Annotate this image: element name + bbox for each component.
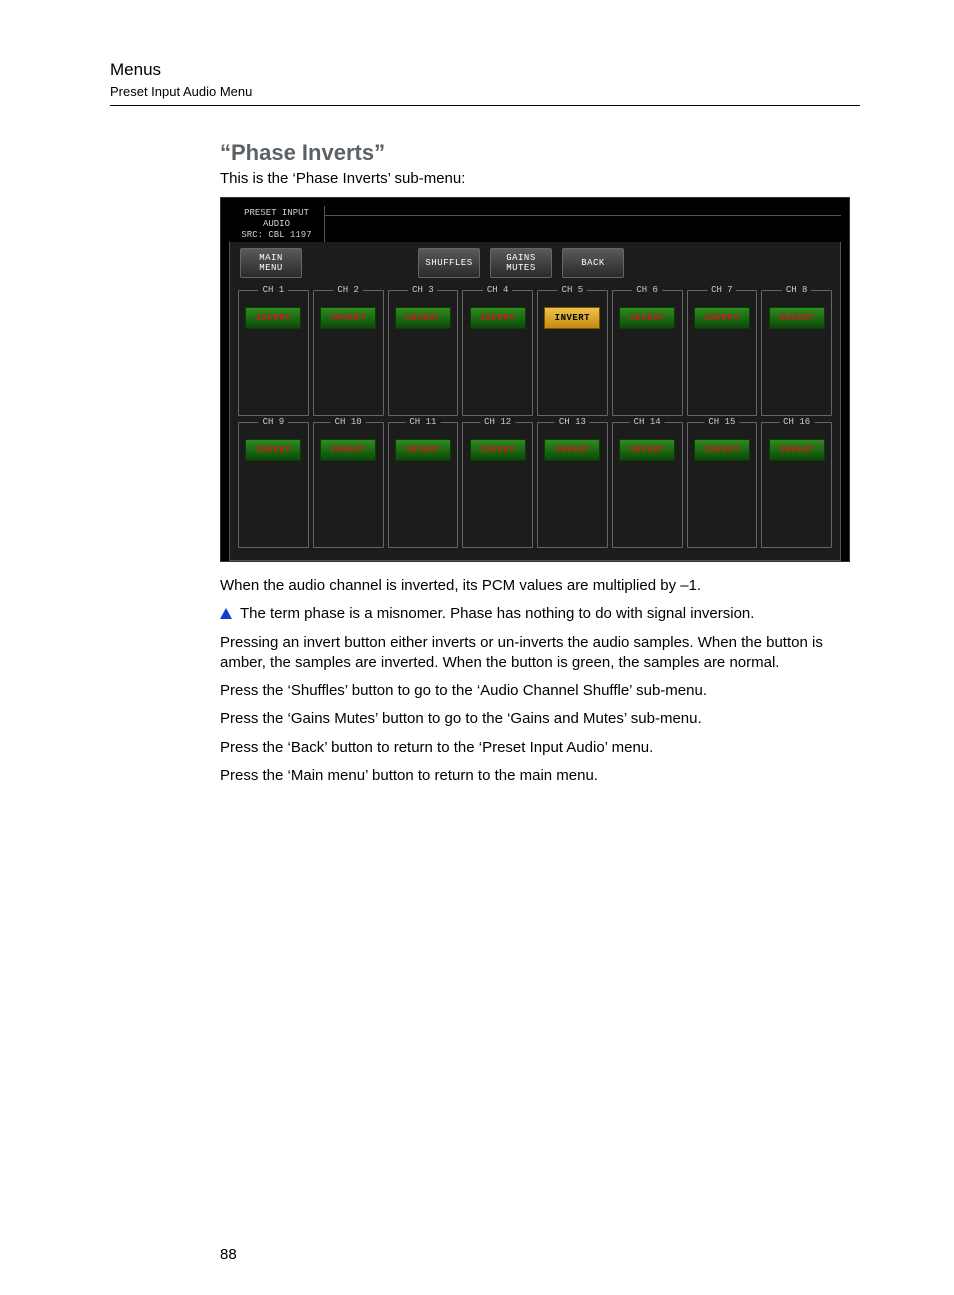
invert-button-label: INVERT [480, 313, 515, 323]
invert-button[interactable]: INVERT [245, 439, 301, 461]
channel-box: CH 4INVERT [462, 290, 533, 416]
invert-button-label: INVERT [405, 445, 440, 455]
channel-label: CH 3 [408, 285, 438, 295]
header-rule [110, 105, 860, 106]
channel-box: CH 14INVERT [612, 422, 683, 548]
channel-box: CH 10INVERT [313, 422, 384, 548]
channel-label: CH 2 [333, 285, 363, 295]
channel-label: CH 13 [555, 417, 590, 427]
channel-row-2: CH 9INVERTCH 10INVERTCH 11INVERTCH 12INV… [236, 422, 834, 554]
invert-button[interactable]: INVERT [245, 307, 301, 329]
invert-button[interactable]: INVERT [470, 307, 526, 329]
invert-button-label: INVERT [330, 445, 365, 455]
channel-box: CH 12INVERT [462, 422, 533, 548]
button-label: BACK [581, 258, 605, 268]
channel-box: CH 16INVERT [761, 422, 832, 548]
channel-label: CH 4 [483, 285, 513, 295]
shuffles-button[interactable]: SHUFFLES [418, 248, 480, 278]
invert-button[interactable]: INVERT [619, 307, 675, 329]
invert-button-label: INVERT [330, 313, 365, 323]
invert-button[interactable]: INVERT [320, 307, 376, 329]
channel-box: CH 11INVERT [388, 422, 459, 548]
invert-button-label: INVERT [629, 445, 664, 455]
button-label: GAINSMUTES [506, 253, 536, 273]
channel-box: CH 7INVERT [687, 290, 758, 416]
ui-screenshot: PRESET INPUT AUDIO SRC: CBL 1197 MAINMEN… [220, 197, 850, 562]
paragraph: When the audio channel is inverted, its … [220, 576, 860, 596]
invert-button-label: INVERT [779, 445, 814, 455]
invert-button-label: INVERT [256, 313, 291, 323]
channel-label: CH 6 [632, 285, 662, 295]
breadcrumb-line: SRC: CBL 1197 [233, 230, 320, 241]
invert-button[interactable]: INVERT [619, 439, 675, 461]
channel-box: CH 8INVERT [761, 290, 832, 416]
invert-button[interactable]: INVERT [694, 439, 750, 461]
main-menu-button[interactable]: MAINMENU [240, 248, 302, 278]
page-number: 88 [220, 1246, 237, 1263]
back-button[interactable]: BACK [562, 248, 624, 278]
invert-button-label: INVERT [480, 445, 515, 455]
note-icon [220, 608, 232, 619]
breadcrumb-line: AUDIO [233, 219, 320, 230]
button-label: MAINMENU [259, 253, 283, 273]
paragraph: Press the ‘Gains Mutes’ button to go to … [220, 709, 860, 729]
invert-button-label: INVERT [704, 313, 739, 323]
invert-button-label: INVERT [779, 313, 814, 323]
channel-row-1: CH 1INVERTCH 2INVERTCH 3INVERTCH 4INVERT… [236, 290, 834, 422]
invert-button-label: INVERT [704, 445, 739, 455]
channel-box: CH 15INVERT [687, 422, 758, 548]
channel-box: CH 5INVERT [537, 290, 608, 416]
button-label: SHUFFLES [425, 258, 472, 268]
paragraph: Pressing an invert button either inverts… [220, 633, 860, 674]
channel-box: CH 1INVERT [238, 290, 309, 416]
channel-box: CH 2INVERT [313, 290, 384, 416]
breadcrumb-line: PRESET INPUT [233, 208, 320, 219]
channel-label: CH 11 [405, 417, 440, 427]
invert-button[interactable]: INVERT [769, 439, 825, 461]
invert-button-label: INVERT [405, 313, 440, 323]
invert-button-label: INVERT [555, 313, 590, 323]
invert-button[interactable]: INVERT [544, 307, 600, 329]
note-row: The term phase is a misnomer. Phase has … [220, 604, 860, 624]
channel-label: CH 8 [782, 285, 812, 295]
channel-label: CH 7 [707, 285, 737, 295]
invert-button[interactable]: INVERT [544, 439, 600, 461]
invert-button[interactable]: INVERT [769, 307, 825, 329]
note-text: The term phase is a misnomer. Phase has … [240, 604, 754, 624]
channel-label: CH 9 [259, 417, 289, 427]
channel-label: CH 16 [779, 417, 814, 427]
header-title: Menus [110, 60, 860, 80]
invert-button[interactable]: INVERT [694, 307, 750, 329]
section-title: “Phase Inverts” [220, 140, 860, 166]
channel-label: CH 14 [630, 417, 665, 427]
invert-button[interactable]: INVERT [320, 439, 376, 461]
breadcrumb: PRESET INPUT AUDIO SRC: CBL 1197 [229, 206, 325, 242]
channel-label: CH 12 [480, 417, 515, 427]
invert-button[interactable]: INVERT [395, 439, 451, 461]
gains-mutes-button[interactable]: GAINSMUTES [490, 248, 552, 278]
invert-button-label: INVERT [256, 445, 291, 455]
paragraph: Press the ‘Back’ button to return to the… [220, 738, 860, 758]
nav-row: MAINMENU SHUFFLES GAINSMUTES BACK [236, 242, 834, 290]
channel-box: CH 6INVERT [612, 290, 683, 416]
channel-box: CH 3INVERT [388, 290, 459, 416]
channel-label: CH 10 [331, 417, 366, 427]
channel-box: CH 13INVERT [537, 422, 608, 548]
top-rail [325, 215, 841, 242]
paragraph: Press the ‘Main menu’ button to return t… [220, 766, 860, 786]
channel-label: CH 5 [558, 285, 588, 295]
channel-label: CH 15 [704, 417, 739, 427]
paragraph: Press the ‘Shuffles’ button to go to the… [220, 681, 860, 701]
body-text: When the audio channel is inverted, its … [220, 576, 860, 786]
channel-box: CH 9INVERT [238, 422, 309, 548]
section-intro: This is the ‘Phase Inverts’ sub-menu: [220, 170, 860, 187]
page-header: Menus Preset Input Audio Menu [110, 60, 860, 106]
invert-button-label: INVERT [629, 313, 664, 323]
channel-label: CH 1 [259, 285, 289, 295]
invert-button[interactable]: INVERT [470, 439, 526, 461]
invert-button-label: INVERT [555, 445, 590, 455]
invert-button[interactable]: INVERT [395, 307, 451, 329]
header-subtitle: Preset Input Audio Menu [110, 84, 860, 99]
